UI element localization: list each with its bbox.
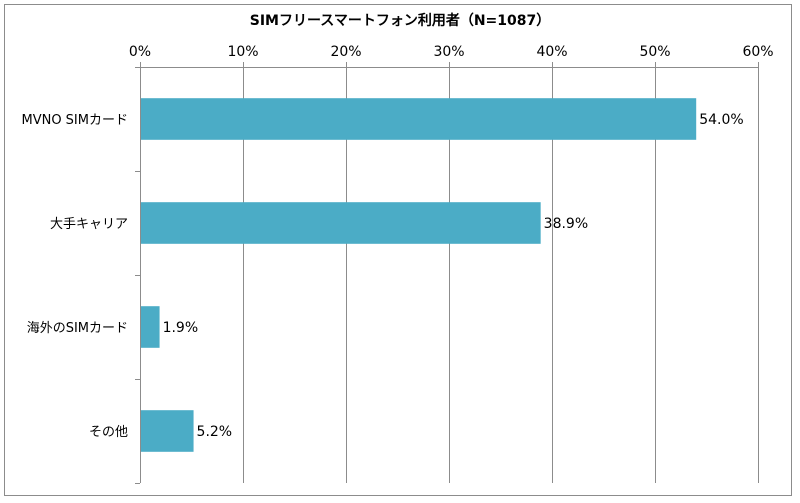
x-tick-label: 0% [129,44,151,60]
x-tick-label: 30% [433,44,464,60]
chart-title: SIMフリースマートフォン利用者（N=1087） [249,13,551,29]
bar [141,410,194,452]
category-label: 海外のSIMカード [27,321,128,336]
data-label: 54.0% [699,112,743,128]
data-label: 1.9% [163,320,199,336]
x-tick-label: 10% [227,44,258,60]
category-label: 大手キャリア [50,217,128,232]
bar [141,202,541,244]
category-label: MVNO SIMカード [21,113,128,128]
x-tick-label: 40% [536,44,567,60]
category-label: その他 [89,425,128,440]
x-tick-label: 20% [330,44,361,60]
bar [141,98,697,140]
data-label: 38.9% [544,216,588,232]
data-label: 5.2% [197,424,233,440]
x-tick-label: 50% [639,44,670,60]
x-tick-label: 60% [742,44,773,60]
chart-frame [4,4,792,496]
bar [141,306,160,348]
